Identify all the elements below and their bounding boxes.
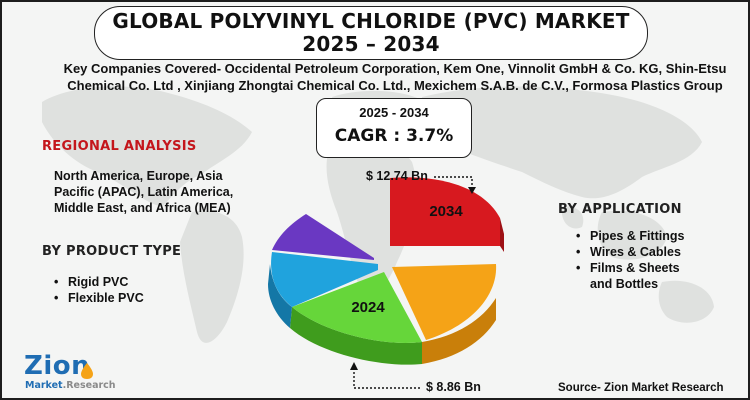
pointer-2024-arrow — [350, 362, 358, 370]
water-drop-icon — [81, 363, 93, 379]
label-2024: 2024 — [351, 299, 385, 316]
product-type-label: Rigid PVC — [68, 275, 129, 289]
pie-green-slice — [292, 272, 422, 343]
regional-analysis-text: North America, Europe, Asia Pacific (APA… — [54, 169, 234, 215]
application-list: • Pipes & Fittings • Wires & Cables • Films… — [576, 228, 684, 292]
pie-red-slice-side — [500, 218, 504, 252]
application-item: • Pipes & Fittings — [576, 229, 685, 243]
application-label: Films & Sheets — [590, 261, 680, 275]
application-item: • Films & Sheets — [576, 261, 680, 275]
label-2034: 2034 — [429, 203, 463, 220]
logo-sub-research: .Research — [62, 380, 116, 391]
pie-purple-slice — [272, 214, 374, 260]
pie-red-slice — [390, 177, 500, 246]
pie-green-side — [290, 307, 422, 365]
cagr-box: 2025 - 2034 CAGR : 3.7% — [316, 98, 472, 158]
pointer-2024 — [353, 368, 420, 389]
logo-sub-market: Market — [25, 380, 63, 391]
title-line-2: 2025 – 2034 — [302, 32, 440, 56]
zion-logo: Zion Market.Research — [24, 352, 144, 394]
application-item: • Wires & Cables — [576, 245, 681, 259]
forecast-years: 2025 - 2034 — [359, 105, 429, 120]
application-label: Pipes & Fittings — [590, 229, 685, 243]
application-heading: BY APPLICATION — [558, 202, 682, 217]
title-line-1: GLOBAL POLYVINYL CHLORIDE (PVC) MARKET — [112, 9, 630, 33]
value-2024: $ 8.86 Bn — [426, 380, 481, 394]
pointer-2034-arrow — [468, 187, 476, 194]
source-credit: Source- Zion Market Research — [558, 382, 724, 394]
product-type-list: • Rigid PVC • Flexible PVC — [54, 274, 144, 306]
value-2034: $ 12.74 Bn — [366, 169, 428, 183]
application-label: Wires & Cables — [590, 245, 681, 259]
application-item: and Bottles — [576, 276, 684, 292]
product-type-item: • Rigid PVC — [54, 275, 129, 289]
key-companies-text: Key Companies Covered- Occidental Petrol… — [42, 60, 748, 94]
pie-orange-side — [422, 298, 496, 364]
key-companies-line-2: Chemical Co. Ltd , Xinjiang Zhongtai Che… — [67, 78, 723, 93]
pie-orange-slice — [392, 264, 497, 340]
pointer-2034 — [434, 176, 473, 188]
key-companies-line-1: Key Companies Covered- Occidental Petrol… — [63, 61, 727, 76]
logo-wordmark: Zion — [24, 351, 91, 381]
logo-subtitle: Market.Research — [25, 380, 116, 391]
pie-blue-slice — [271, 252, 378, 307]
title-banner: GLOBAL POLYVINYL CHLORIDE (PVC) MARKET 2… — [94, 6, 648, 60]
product-type-heading: BY PRODUCT TYPE — [42, 244, 182, 259]
product-type-label: Flexible PVC — [68, 291, 144, 305]
pie-blue-side — [268, 264, 292, 328]
application-label: and Bottles — [590, 277, 659, 291]
cagr-value: CAGR : 3.7% — [334, 126, 454, 146]
product-type-item: • Flexible PVC — [54, 291, 144, 305]
regional-analysis-heading: REGIONAL ANALYSIS — [42, 139, 197, 154]
